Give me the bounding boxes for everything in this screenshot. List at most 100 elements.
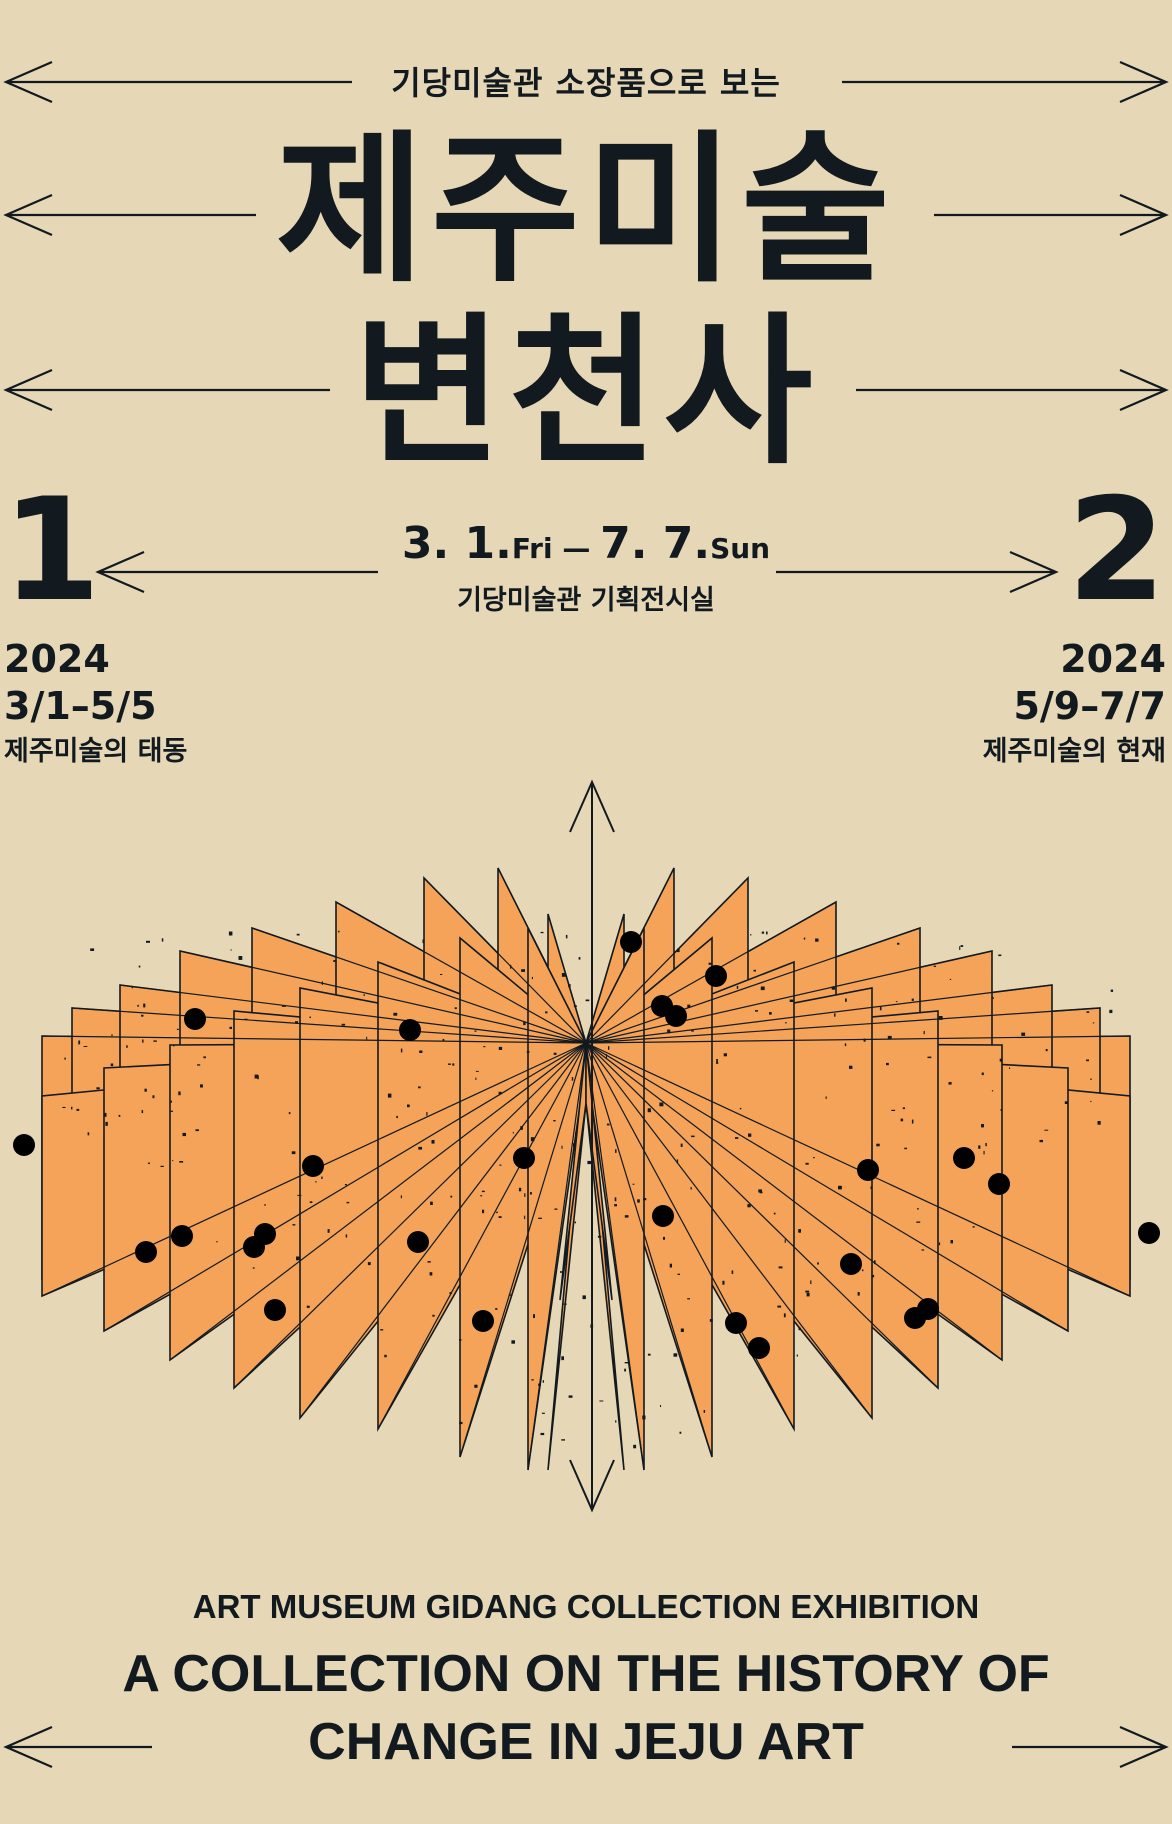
speck [1097, 1121, 1101, 1125]
fan-ray [585, 1042, 795, 1430]
speck [160, 1165, 164, 1167]
speck [126, 1045, 128, 1048]
left-arrow-icon [3, 1725, 152, 1769]
black-dot [513, 1147, 535, 1169]
english-title-line1: A COLLECTION ON THE HISTORY OF [122, 1645, 1050, 1703]
speck [1045, 1049, 1048, 1052]
speck [541, 1412, 545, 1414]
speck [554, 1208, 558, 1210]
speck [230, 949, 232, 951]
speck [687, 1004, 691, 1008]
speck [637, 1199, 640, 1203]
part1-range: 3/1–5/5 [4, 684, 157, 728]
speck [315, 1181, 317, 1183]
speck [608, 1046, 610, 1050]
speck [475, 1077, 477, 1080]
speck [153, 1040, 157, 1042]
speck [862, 1269, 864, 1272]
fan-ray [585, 1035, 1131, 1044]
speck [281, 1005, 286, 1007]
black-dot [953, 1147, 975, 1169]
speck [902, 1107, 905, 1110]
speck [981, 1072, 984, 1076]
right-arrow-icon [934, 193, 1169, 237]
right-arrow-icon [856, 368, 1169, 412]
black-dot [705, 965, 727, 987]
speck [244, 1018, 248, 1020]
fan-ray [41, 1035, 587, 1044]
speck [874, 1260, 876, 1265]
speck [1092, 1022, 1095, 1024]
speck [341, 1023, 346, 1026]
speck [321, 981, 323, 985]
end-day: Sun [710, 532, 771, 565]
speck [1110, 989, 1114, 992]
speck [900, 1118, 904, 1122]
speck [615, 1420, 617, 1423]
speck [131, 987, 134, 989]
fan-ray [527, 1042, 587, 1471]
speck [384, 1354, 387, 1358]
speck [1000, 1109, 1003, 1111]
speck [680, 1143, 683, 1147]
speck [998, 954, 1002, 957]
speck [568, 984, 571, 988]
speck [716, 1062, 719, 1064]
speck [338, 930, 340, 933]
fan-ray [179, 950, 587, 1044]
speck [747, 1204, 751, 1208]
fan-ray [585, 950, 993, 1044]
speck [496, 1211, 498, 1214]
speck [87, 1132, 90, 1136]
fan-ray [377, 1042, 587, 1430]
speck [321, 1176, 323, 1179]
fan-ray [547, 913, 587, 1044]
speck [538, 1383, 541, 1386]
speck [761, 931, 765, 934]
speck [531, 976, 533, 980]
speck [879, 1006, 882, 1011]
speck [750, 934, 752, 936]
speck [147, 1162, 150, 1164]
speck [663, 1236, 665, 1240]
speck [427, 1261, 431, 1263]
speck [815, 938, 819, 942]
fan-ray [585, 1042, 713, 1458]
black-dot [13, 1134, 35, 1156]
speck [673, 1353, 678, 1357]
speck [921, 1249, 925, 1251]
speck [992, 997, 994, 999]
speck [690, 1187, 692, 1190]
start-day: Fri [511, 532, 553, 565]
speck [1021, 1032, 1026, 1036]
speck [959, 946, 961, 950]
speck [144, 1088, 147, 1092]
speck [96, 1087, 100, 1090]
speck [817, 1262, 819, 1265]
speck [783, 1313, 786, 1318]
speck [871, 1274, 875, 1278]
speck [573, 1143, 576, 1147]
speck [530, 1192, 532, 1195]
speck [480, 1195, 483, 1197]
speck [972, 1226, 975, 1228]
black-dot [748, 1337, 770, 1359]
speck [142, 1039, 144, 1043]
speck [565, 934, 568, 939]
speck [111, 1034, 113, 1036]
black-dot [988, 1173, 1010, 1195]
speck [677, 948, 680, 953]
fan-ray [423, 877, 587, 1044]
black-dot [399, 1019, 421, 1041]
speck [691, 1135, 695, 1138]
speck [344, 1184, 347, 1186]
speck [118, 1114, 121, 1117]
left-arrow-icon [3, 368, 330, 412]
main-title-line2: 변천사 [353, 299, 819, 487]
speck [876, 1143, 880, 1147]
speck [419, 1050, 423, 1053]
speck [643, 1198, 647, 1201]
speck [524, 1193, 526, 1197]
speck [393, 1012, 398, 1016]
speck [110, 1063, 114, 1067]
